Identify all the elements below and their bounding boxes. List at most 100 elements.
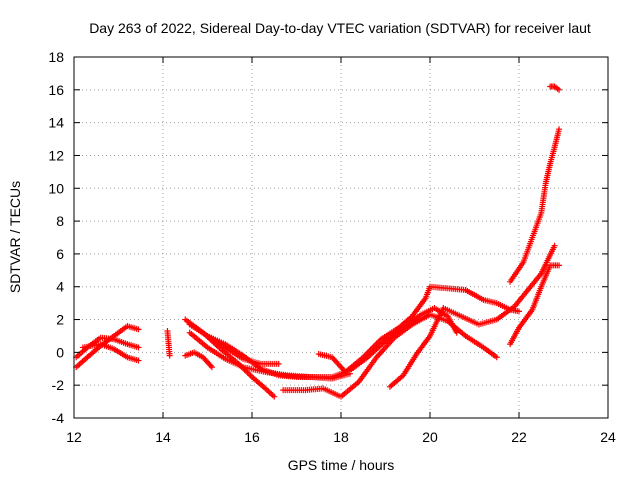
data-marker xyxy=(318,385,325,392)
x-axis-label: GPS time / hours xyxy=(288,457,395,473)
series-track-m xyxy=(507,262,563,348)
y-tick-label: -2 xyxy=(52,377,65,393)
data-marker xyxy=(443,312,450,319)
chart-title: Day 263 of 2022, Sidereal Day-to-day VTE… xyxy=(89,20,591,36)
data-marker xyxy=(554,85,561,92)
data-marker xyxy=(273,360,280,367)
data-marker xyxy=(398,373,405,380)
y-tick-label: 16 xyxy=(48,82,64,98)
data-marker xyxy=(372,356,379,363)
data-marker xyxy=(412,352,419,359)
x-tick-label: 18 xyxy=(333,429,349,445)
data-points xyxy=(73,83,563,400)
data-marker xyxy=(354,380,361,387)
data-marker xyxy=(528,308,535,315)
data-marker xyxy=(220,354,227,361)
data-marker xyxy=(220,340,227,347)
data-marker xyxy=(425,334,432,341)
y-tick-label: -4 xyxy=(52,410,65,426)
data-marker xyxy=(256,364,263,371)
data-point xyxy=(271,393,278,400)
data-marker xyxy=(266,389,273,396)
y-tick-label: 0 xyxy=(56,344,64,360)
data-marker xyxy=(109,345,116,352)
data-marker xyxy=(381,339,388,346)
x-tick-label: 24 xyxy=(600,429,616,445)
series-track-k xyxy=(315,283,522,376)
data-marker xyxy=(265,388,272,395)
data-marker xyxy=(376,337,383,344)
series-track-d xyxy=(164,328,173,359)
data-marker xyxy=(509,304,516,311)
data-marker xyxy=(268,390,275,397)
data-marker xyxy=(260,384,267,391)
data-marker xyxy=(407,314,414,321)
data-marker xyxy=(528,236,535,243)
data-marker xyxy=(327,373,334,380)
data-marker xyxy=(207,362,214,369)
data-marker xyxy=(327,353,334,360)
data-marker xyxy=(358,355,365,362)
data-marker xyxy=(460,331,467,338)
data-marker xyxy=(407,322,414,329)
data-marker xyxy=(491,317,498,324)
series-track-j xyxy=(280,311,500,400)
data-marker xyxy=(519,260,526,267)
x-tick-label: 14 xyxy=(155,429,171,445)
data-marker xyxy=(109,336,116,343)
x-tick-label: 20 xyxy=(422,429,438,445)
data-marker xyxy=(238,363,245,370)
y-tick-label: 14 xyxy=(48,115,64,131)
data-marker xyxy=(133,343,140,350)
data-marker xyxy=(442,317,449,324)
data-marker xyxy=(122,324,129,331)
data-marker xyxy=(542,182,549,189)
data-marker xyxy=(202,343,209,350)
data-marker xyxy=(491,299,498,306)
data-marker xyxy=(390,336,397,343)
data-marker xyxy=(96,335,103,342)
data-marker xyxy=(421,296,428,303)
y-axis-label: SDTVAR / TECUs xyxy=(7,181,23,293)
data-marker xyxy=(514,308,521,315)
data-marker xyxy=(492,353,499,360)
data-marker xyxy=(166,350,173,357)
data-marker xyxy=(394,325,401,332)
data-marker xyxy=(537,211,544,218)
series-track-c xyxy=(79,341,142,364)
y-tick-label: 12 xyxy=(48,147,64,163)
data-marker xyxy=(536,272,543,279)
data-marker xyxy=(551,146,558,153)
series-track-l xyxy=(386,242,558,390)
y-tick-label: 8 xyxy=(56,213,64,229)
series-track-o xyxy=(547,83,563,93)
data-marker xyxy=(122,353,129,360)
data-marker xyxy=(478,343,485,350)
data-marker xyxy=(550,244,557,251)
y-tick-label: 6 xyxy=(56,246,64,262)
data-marker xyxy=(478,295,485,302)
data-marker xyxy=(133,357,140,364)
data-marker xyxy=(460,286,467,293)
data-marker xyxy=(546,162,553,169)
data-marker xyxy=(82,355,89,362)
data-marker xyxy=(537,285,544,292)
data-marker xyxy=(555,128,562,135)
data-marker xyxy=(246,371,253,378)
data-marker xyxy=(515,326,522,333)
y-tick-label: 10 xyxy=(48,180,64,196)
data-marker xyxy=(269,392,276,399)
data-marker xyxy=(273,371,280,378)
data-marker xyxy=(198,353,205,360)
data-marker xyxy=(523,288,530,295)
data-marker xyxy=(550,83,557,90)
data-marker xyxy=(456,312,463,319)
series-track-n xyxy=(507,126,563,285)
data-marker xyxy=(554,262,561,269)
data-marker xyxy=(247,372,254,379)
data-marker xyxy=(122,340,129,347)
data-marker xyxy=(238,351,245,358)
grid xyxy=(74,57,608,418)
